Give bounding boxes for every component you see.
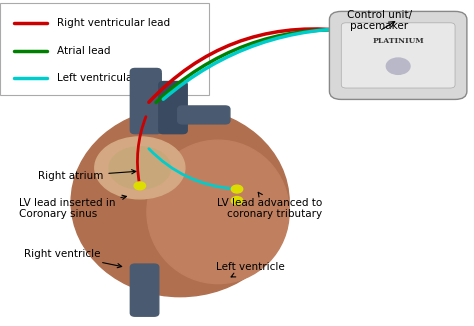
Text: PLATINIUM: PLATINIUM (373, 37, 424, 45)
Text: Right ventricular lead: Right ventricular lead (57, 18, 170, 28)
Text: Control unit/
pacemaker: Control unit/ pacemaker (346, 10, 412, 31)
FancyBboxPatch shape (130, 264, 159, 316)
FancyBboxPatch shape (130, 68, 161, 134)
Circle shape (386, 58, 410, 74)
Circle shape (134, 182, 146, 190)
Text: LV lead inserted in
Coronary sinus: LV lead inserted in Coronary sinus (19, 195, 127, 219)
Circle shape (95, 137, 185, 199)
Ellipse shape (71, 108, 289, 297)
Text: Atrial lead: Atrial lead (57, 46, 110, 55)
Circle shape (231, 185, 243, 193)
FancyBboxPatch shape (159, 82, 187, 134)
Circle shape (231, 197, 243, 204)
FancyBboxPatch shape (0, 3, 209, 95)
Circle shape (109, 147, 171, 189)
Ellipse shape (147, 140, 289, 284)
Text: Left ventricular lead: Left ventricular lead (57, 73, 162, 83)
FancyBboxPatch shape (178, 106, 230, 124)
Text: Left ventricle: Left ventricle (216, 262, 284, 277)
Text: LV lead advanced to
coronary tributary: LV lead advanced to coronary tributary (217, 192, 322, 219)
FancyBboxPatch shape (341, 23, 455, 88)
Text: Right ventricle: Right ventricle (24, 249, 122, 268)
Text: Right atrium: Right atrium (38, 170, 136, 181)
FancyBboxPatch shape (329, 11, 467, 99)
